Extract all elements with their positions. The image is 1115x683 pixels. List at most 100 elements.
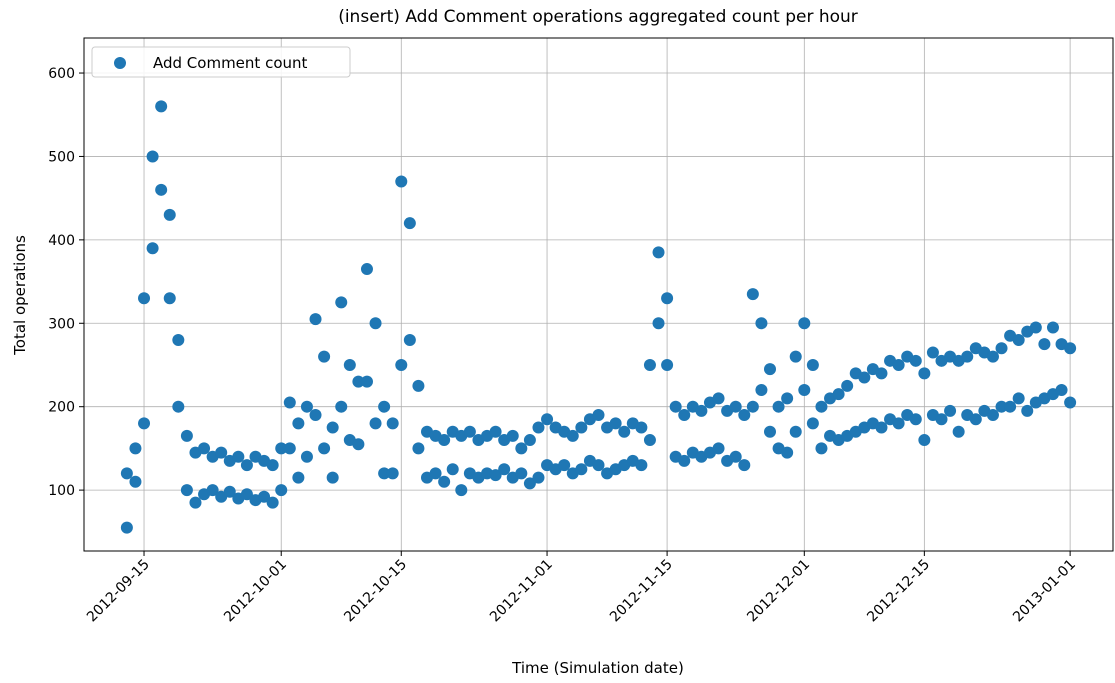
point	[986, 350, 999, 363]
point	[292, 471, 305, 484]
point	[729, 400, 742, 413]
point	[120, 467, 133, 480]
x-tick-label: 2012-10-01	[221, 557, 290, 626]
point	[266, 496, 279, 509]
x-tick-label: 2012-12-15	[864, 557, 933, 626]
point	[995, 400, 1008, 413]
point	[643, 434, 656, 447]
point	[369, 417, 382, 430]
point	[986, 409, 999, 422]
plot-frame	[83, 37, 1114, 552]
point	[618, 425, 631, 438]
point	[283, 442, 296, 455]
point	[515, 467, 528, 480]
point	[498, 463, 511, 476]
point	[764, 363, 776, 376]
point	[438, 475, 451, 488]
point	[163, 208, 176, 221]
point	[832, 388, 845, 401]
point	[258, 490, 271, 503]
point	[806, 417, 819, 430]
point	[995, 342, 1008, 355]
point	[755, 317, 768, 330]
point	[352, 438, 365, 451]
point	[815, 400, 828, 413]
point	[455, 484, 468, 497]
point	[146, 150, 159, 163]
point	[944, 404, 957, 417]
x-tick-label: 2012-09-15	[84, 557, 153, 626]
point	[789, 425, 802, 438]
point	[806, 358, 819, 371]
point	[798, 384, 811, 397]
point	[1055, 384, 1068, 397]
point	[712, 392, 725, 405]
point	[1064, 396, 1077, 409]
point	[935, 413, 948, 426]
point	[532, 471, 545, 484]
point	[360, 263, 373, 276]
point	[446, 463, 459, 476]
point	[575, 421, 588, 434]
point	[155, 100, 168, 113]
point	[129, 475, 142, 488]
point	[172, 400, 185, 413]
point	[138, 292, 151, 305]
point	[678, 454, 691, 467]
y-tick-label: 200	[48, 400, 75, 416]
point	[206, 484, 219, 497]
point	[378, 400, 391, 413]
point	[875, 367, 888, 380]
point	[489, 469, 502, 482]
x-tick-label: 2013-01-01	[1010, 557, 1079, 626]
legend-box	[91, 46, 351, 78]
y-axis-label: Total operations	[11, 235, 29, 356]
point	[378, 467, 391, 480]
point	[283, 396, 296, 409]
y-tick-label: 600	[48, 66, 75, 82]
legend-marker	[114, 57, 126, 69]
point	[661, 358, 674, 371]
point	[781, 392, 794, 405]
point	[643, 358, 656, 371]
y-tick-label: 500	[48, 149, 75, 165]
point	[489, 425, 502, 438]
point	[223, 485, 236, 498]
y-tick-label: 100	[48, 483, 75, 499]
point	[875, 421, 888, 434]
point	[575, 463, 588, 476]
point	[969, 413, 982, 426]
point	[772, 400, 785, 413]
point	[146, 242, 159, 255]
point	[1064, 342, 1077, 355]
point	[523, 434, 536, 447]
point	[403, 333, 416, 346]
point	[892, 417, 905, 430]
point	[395, 358, 408, 371]
point	[1029, 321, 1042, 334]
point	[541, 413, 554, 426]
point	[335, 400, 348, 413]
point	[798, 317, 811, 330]
point	[729, 450, 742, 463]
point	[926, 346, 939, 359]
point	[352, 375, 365, 388]
y-tick-label: 400	[48, 233, 75, 249]
point	[129, 442, 142, 455]
point	[232, 450, 245, 463]
point	[429, 467, 442, 480]
point	[858, 371, 871, 384]
point	[558, 459, 571, 472]
point	[189, 496, 202, 509]
point	[120, 521, 133, 534]
point	[438, 434, 451, 447]
point	[266, 459, 279, 472]
point	[138, 417, 151, 430]
point	[412, 442, 425, 455]
point	[309, 313, 322, 326]
point	[532, 421, 545, 434]
x-axis-label: Time (Simulation date)	[511, 659, 684, 677]
point	[1021, 404, 1034, 417]
point	[695, 404, 708, 417]
point	[1004, 400, 1017, 413]
